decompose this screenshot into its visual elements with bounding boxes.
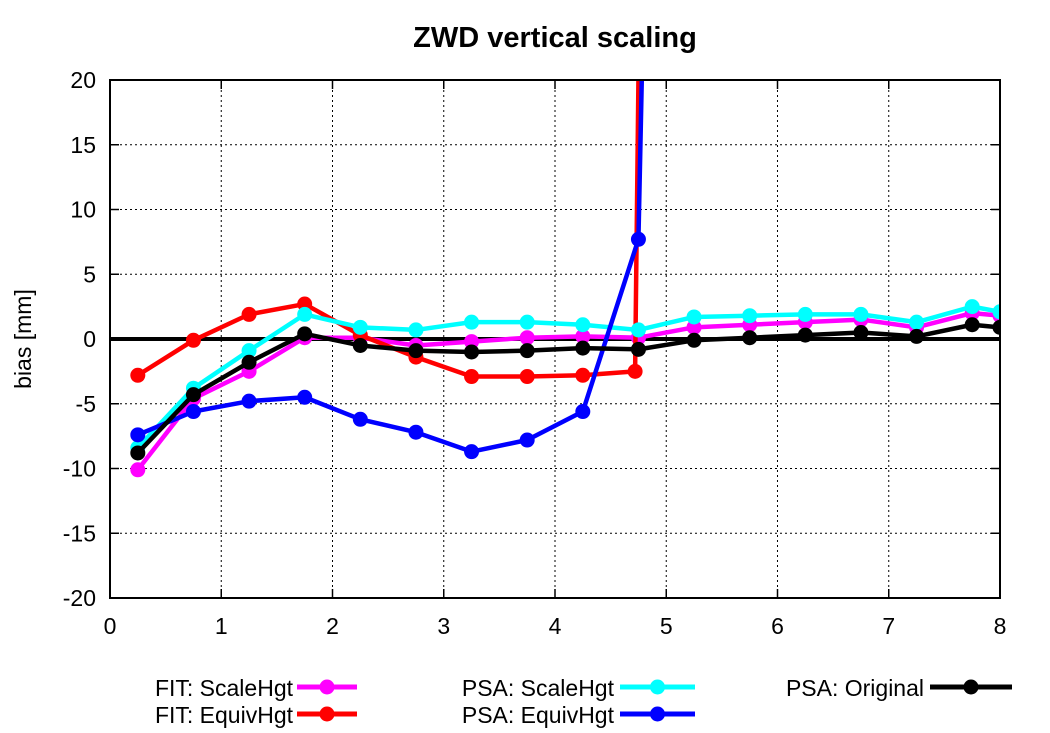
data-point-psa-original xyxy=(241,354,257,370)
data-point-psa-scalehgt xyxy=(464,314,480,330)
x-tick-label: 4 xyxy=(549,613,562,639)
data-point-psa-original xyxy=(853,325,869,341)
data-point-fit-equivhgt xyxy=(241,306,257,322)
data-point-psa-equivhgt xyxy=(575,404,591,420)
legend-swatch-marker-psa-equivhgt xyxy=(650,706,665,722)
legend-label-psa-scalehgt: PSA: ScaleHgt xyxy=(462,675,615,701)
data-point-psa-original xyxy=(797,327,813,343)
x-tick-label: 6 xyxy=(771,613,784,639)
y-tick-label: 20 xyxy=(70,67,96,93)
data-point-psa-scalehgt xyxy=(853,306,869,322)
data-point-psa-original xyxy=(297,326,313,342)
data-point-psa-scalehgt xyxy=(575,317,591,333)
series-psa-original xyxy=(130,317,1000,461)
legend-swatch-marker-fit-scalehgt xyxy=(319,679,335,695)
data-point-fit-equivhgt xyxy=(297,296,313,312)
legend-label-psa-equivhgt: PSA: EquivHgt xyxy=(462,702,615,728)
x-tick-label: 3 xyxy=(437,613,450,639)
data-point-fit-equivhgt xyxy=(130,367,146,383)
y-tick-label: -10 xyxy=(63,456,96,482)
data-point-psa-scalehgt xyxy=(797,306,813,322)
series-line-psa-original xyxy=(136,322,1000,455)
data-point-psa-original xyxy=(686,332,702,348)
chart-title: ZWD vertical scaling xyxy=(413,22,697,54)
legend-swatch-marker-psa-scalehgt xyxy=(650,679,665,695)
data-point-psa-original xyxy=(742,330,758,346)
data-point-psa-original xyxy=(519,343,535,359)
data-point-psa-equivhgt xyxy=(519,432,535,448)
data-point-psa-scalehgt xyxy=(686,309,702,325)
data-point-psa-original xyxy=(630,341,646,357)
y-tick-label: 15 xyxy=(70,132,96,158)
data-point-psa-scalehgt xyxy=(964,299,980,315)
data-point-psa-scalehgt xyxy=(519,314,535,330)
data-point-psa-original xyxy=(909,328,925,344)
legend-label-fit-equivhgt: FIT: EquivHgt xyxy=(155,702,294,728)
y-tick-label: 10 xyxy=(70,197,96,223)
legend-swatch-marker-fit-equivhgt xyxy=(319,706,335,722)
data-point-fit-equivhgt xyxy=(575,367,591,383)
data-point-psa-scalehgt xyxy=(909,314,925,330)
x-tick-label: 8 xyxy=(994,613,1007,639)
x-tick-label: 2 xyxy=(326,613,339,639)
data-point-psa-scalehgt xyxy=(630,322,646,338)
data-point-fit-equivhgt xyxy=(627,363,643,379)
y-tick-label: 5 xyxy=(83,261,96,287)
data-point-psa-equivhgt xyxy=(130,427,146,443)
series-line-psa-equivhgt xyxy=(136,80,645,454)
data-point-psa-equivhgt xyxy=(630,231,646,247)
data-point-psa-equivhgt xyxy=(297,389,313,405)
series-layer xyxy=(130,80,1000,478)
data-point-psa-original xyxy=(464,344,480,360)
x-tick-label: 0 xyxy=(104,613,117,639)
data-point-psa-original xyxy=(185,387,201,403)
legend-label-psa-original: PSA: Original xyxy=(786,675,924,701)
grid xyxy=(110,80,1000,598)
data-point-psa-original xyxy=(575,340,591,356)
tick-labels: 0 1 2 3 4 5 6 7 8 -20 -15 -10 -5 0 5 10 15 20 xyxy=(63,67,1007,639)
y-tick-label: -15 xyxy=(63,520,96,546)
data-point-fit-equivhgt xyxy=(464,369,480,385)
series-psa-equivhgt xyxy=(130,80,646,460)
data-point-psa-equivhgt xyxy=(464,444,480,460)
data-point-psa-equivhgt xyxy=(408,424,424,440)
x-tick-label: 7 xyxy=(882,613,895,639)
data-point-psa-original xyxy=(130,445,146,461)
data-point-fit-scalehgt xyxy=(464,334,480,350)
legend-label-fit-scalehgt: FIT: ScaleHgt xyxy=(155,675,294,701)
data-point-fit-equivhgt xyxy=(519,369,535,385)
data-point-psa-equivhgt xyxy=(241,393,257,409)
x-tick-label: 5 xyxy=(660,613,673,639)
data-point-psa-original xyxy=(408,343,424,359)
data-point-psa-scalehgt xyxy=(992,304,1000,320)
data-point-psa-scalehgt xyxy=(241,343,257,359)
data-point-fit-equivhgt xyxy=(185,332,201,348)
data-point-psa-scalehgt xyxy=(352,319,368,335)
data-point-psa-equivhgt xyxy=(352,411,368,427)
data-point-psa-original xyxy=(964,317,980,333)
data-point-fit-scalehgt xyxy=(519,330,535,346)
data-point-psa-scalehgt xyxy=(742,308,758,324)
data-point-fit-scalehgt xyxy=(575,328,591,344)
legend-swatch-marker-psa-original xyxy=(963,679,979,695)
series-line-fit-equivhgt xyxy=(136,80,641,379)
data-point-fit-scalehgt xyxy=(686,319,702,335)
data-point-psa-original xyxy=(992,319,1000,335)
x-tick-label: 1 xyxy=(215,613,228,639)
data-point-psa-scalehgt xyxy=(408,322,424,338)
y-axis-label: bias [mm] xyxy=(10,289,36,389)
data-point-psa-equivhgt xyxy=(185,404,201,420)
y-tick-label: -5 xyxy=(76,391,96,417)
data-point-psa-original xyxy=(352,337,368,353)
data-point-psa-scalehgt xyxy=(297,306,313,322)
y-tick-label: 0 xyxy=(83,326,96,352)
y-tick-label: -20 xyxy=(63,585,96,611)
data-point-fit-scalehgt xyxy=(130,462,146,478)
